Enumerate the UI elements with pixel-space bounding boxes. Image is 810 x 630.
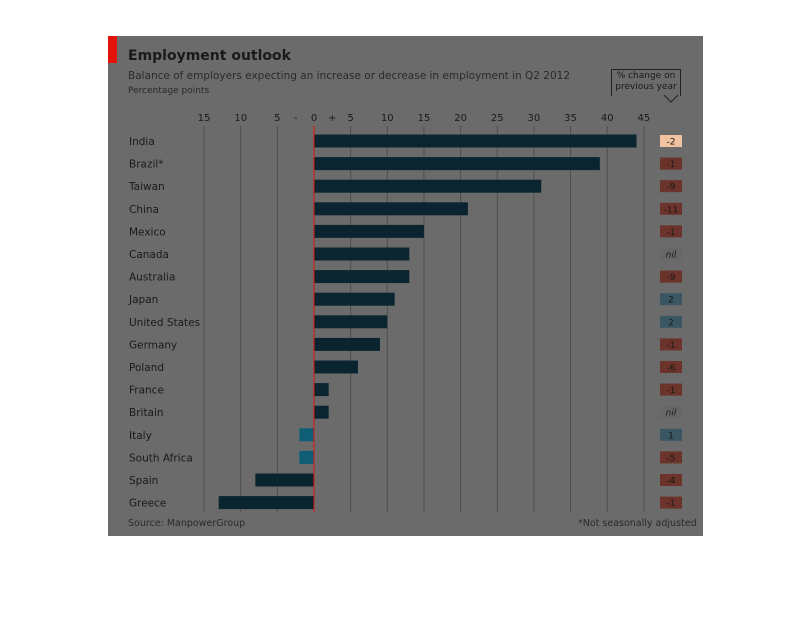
x-tick-label: 30 bbox=[528, 113, 541, 124]
change-value: -5 bbox=[667, 454, 676, 464]
x-tick-label: 25 bbox=[491, 113, 504, 124]
bar bbox=[314, 134, 637, 148]
x-tick-label: + bbox=[328, 113, 336, 124]
x-tick-label: 5 bbox=[347, 113, 353, 124]
change-value: -6 bbox=[667, 364, 676, 374]
change-badge bbox=[660, 406, 682, 419]
change-badge bbox=[660, 315, 682, 328]
chart-title: Employment outlook bbox=[128, 48, 291, 64]
category-label: Australia bbox=[129, 272, 175, 284]
category-label: Spain bbox=[129, 475, 158, 487]
bar bbox=[255, 473, 314, 487]
change-value: -11 bbox=[664, 205, 679, 215]
x-tick-label: 20 bbox=[454, 113, 467, 124]
x-tick-label: 45 bbox=[637, 113, 650, 124]
bar bbox=[314, 157, 600, 171]
x-tick-label: 15 bbox=[198, 113, 211, 124]
x-tick-label: 10 bbox=[381, 113, 394, 124]
x-tick-label: 40 bbox=[601, 113, 614, 124]
chart-panel bbox=[108, 36, 703, 536]
change-badge bbox=[660, 474, 682, 486]
category-label: Poland bbox=[129, 362, 164, 374]
change-value: 2 bbox=[668, 296, 674, 306]
unit-label: Percentage points bbox=[128, 86, 210, 96]
x-tick-label: 15 bbox=[418, 113, 431, 124]
change-badge bbox=[660, 383, 682, 396]
category-label: Brazil* bbox=[129, 159, 164, 171]
change-value: -1 bbox=[667, 386, 676, 396]
change-value: 1 bbox=[668, 431, 674, 441]
category-label: United States bbox=[129, 317, 200, 329]
change-value: -9 bbox=[667, 183, 676, 193]
bar bbox=[314, 224, 424, 238]
category-label: Britain bbox=[129, 407, 164, 419]
category-label: France bbox=[129, 385, 164, 397]
change-badge bbox=[660, 202, 682, 215]
bar bbox=[314, 202, 468, 216]
change-value: -1 bbox=[667, 228, 676, 238]
change-badge bbox=[660, 157, 682, 170]
bar bbox=[314, 405, 329, 419]
change-badge bbox=[660, 248, 682, 260]
bar bbox=[314, 383, 329, 397]
change-badge bbox=[660, 135, 682, 147]
change-badge bbox=[660, 180, 682, 193]
change-column-bracket bbox=[611, 69, 681, 96]
x-tick-label: - bbox=[294, 113, 298, 124]
category-label: Greece bbox=[129, 498, 166, 510]
change-badge bbox=[660, 293, 682, 306]
chart-subtitle: Balance of employers expecting an increa… bbox=[128, 70, 571, 82]
change-badge bbox=[660, 225, 682, 238]
change-badge bbox=[660, 270, 682, 283]
category-label: South Africa bbox=[129, 452, 193, 464]
change-value: nil bbox=[666, 251, 677, 261]
x-tick-label: 35 bbox=[564, 113, 577, 124]
x-tick-label: 10 bbox=[234, 113, 247, 124]
category-label: Germany bbox=[129, 339, 177, 351]
change-badge bbox=[660, 338, 682, 351]
category-label: Mexico bbox=[129, 226, 166, 238]
source-note: Source: ManpowerGroup bbox=[128, 518, 246, 529]
bar bbox=[314, 337, 380, 351]
category-label: China bbox=[129, 204, 159, 216]
footnote: *Not seasonally adjusted bbox=[578, 518, 697, 529]
change-value: -4 bbox=[667, 477, 676, 487]
change-badge bbox=[660, 496, 682, 509]
change-badge bbox=[660, 451, 682, 464]
change-value: -1 bbox=[667, 341, 676, 351]
change-value: 2 bbox=[668, 318, 674, 328]
change-value: -2 bbox=[667, 138, 676, 148]
bar bbox=[299, 450, 314, 464]
brand-red-tab bbox=[108, 36, 117, 63]
bar bbox=[299, 428, 314, 442]
category-label: Japan bbox=[128, 294, 158, 306]
bar bbox=[314, 360, 358, 374]
category-label: Taiwan bbox=[128, 181, 165, 193]
category-label: India bbox=[129, 136, 155, 148]
bar bbox=[218, 496, 314, 510]
change-value: nil bbox=[666, 409, 677, 419]
change-value: -9 bbox=[667, 273, 676, 283]
bar bbox=[314, 270, 410, 284]
change-column-header: % change on previous year bbox=[615, 71, 677, 92]
bar bbox=[314, 247, 410, 261]
change-value: -1 bbox=[667, 160, 676, 170]
change-value: -1 bbox=[667, 499, 676, 509]
bar bbox=[314, 292, 395, 306]
category-label: Italy bbox=[129, 430, 152, 442]
change-badge bbox=[660, 361, 682, 373]
bracket-arrow bbox=[663, 94, 679, 103]
bar bbox=[314, 179, 542, 193]
change-badge bbox=[660, 428, 682, 441]
x-tick-label: 5 bbox=[274, 113, 280, 124]
bar bbox=[314, 315, 388, 329]
category-label: Canada bbox=[129, 249, 169, 261]
x-tick-label: 0 bbox=[311, 113, 317, 124]
